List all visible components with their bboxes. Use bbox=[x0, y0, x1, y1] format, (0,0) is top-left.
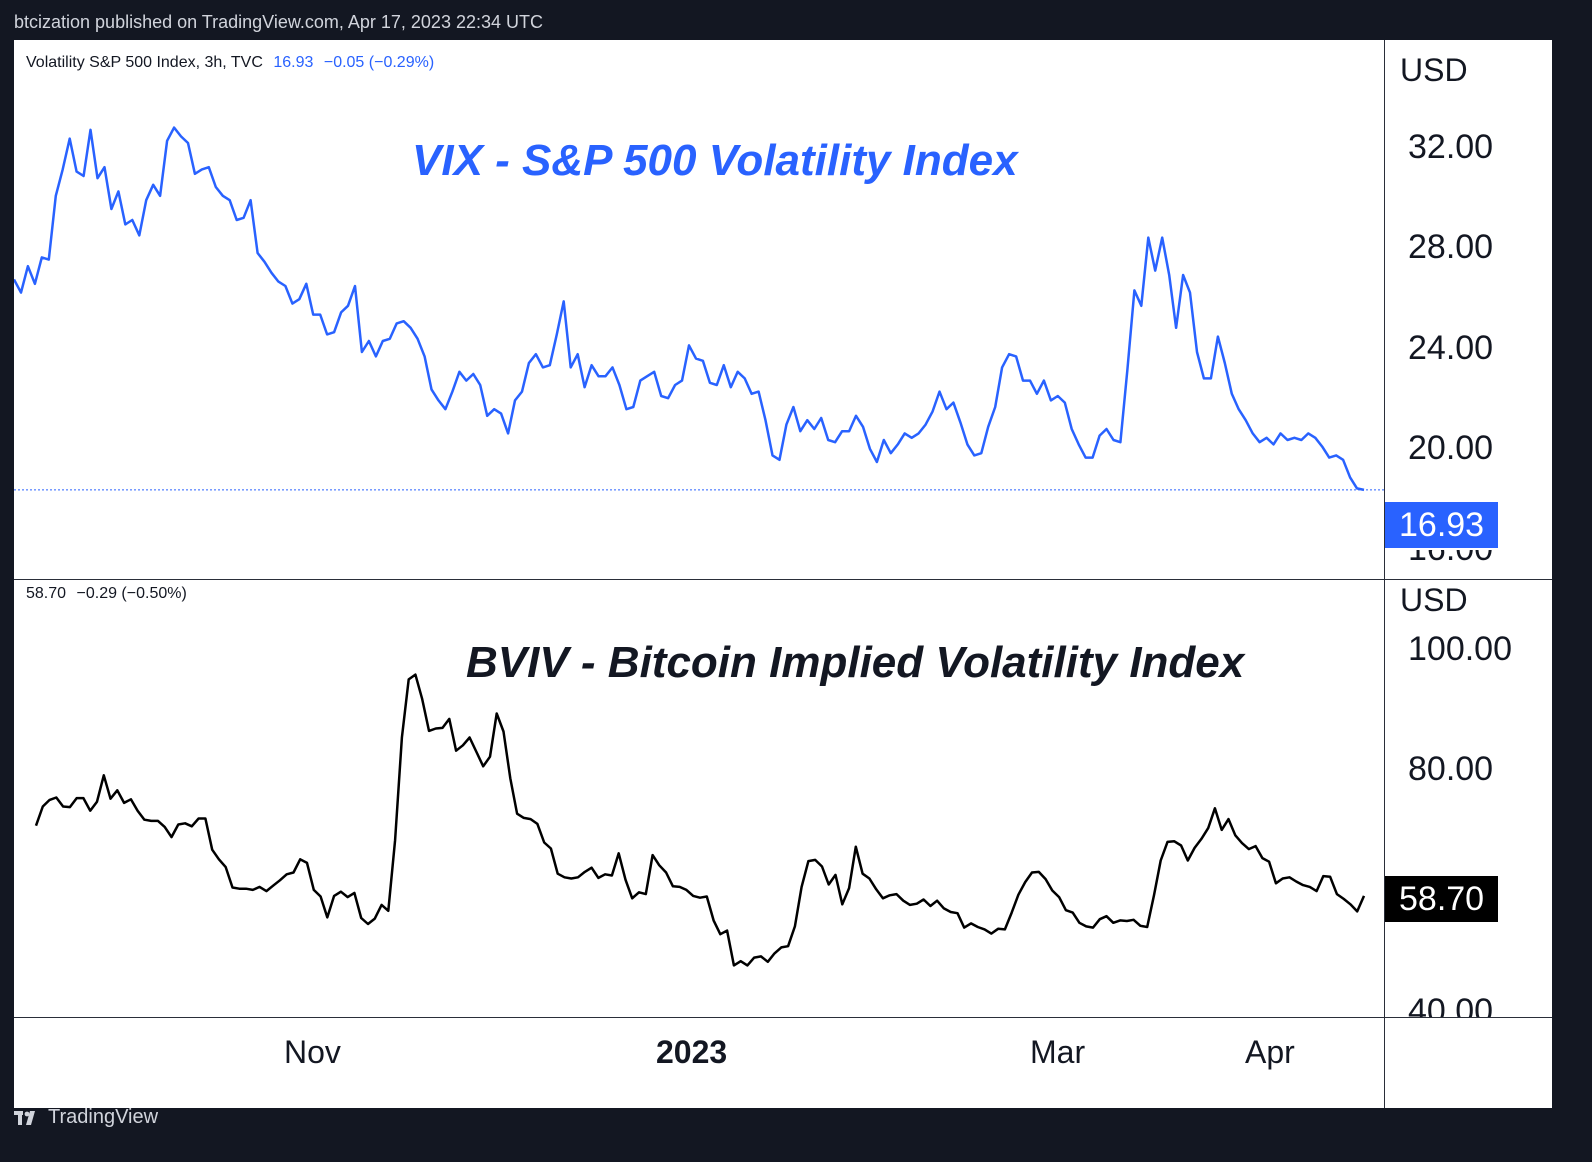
vix-overlay-title: VIX - S&P 500 Volatility Index bbox=[412, 136, 1018, 185]
vix-legend-name: Volatility S&P 500 Index, 3h, TVC bbox=[26, 54, 263, 71]
vix-y-label: 16.00 bbox=[1408, 550, 1493, 569]
bviv-price-badge: 58.70 bbox=[1385, 876, 1499, 922]
x-label: Nov bbox=[284, 1034, 341, 1070]
x-label: 2023 bbox=[656, 1034, 728, 1070]
bviv-series-line[interactable] bbox=[34, 673, 1366, 967]
vix-y-label: 20.00 bbox=[1408, 429, 1494, 467]
vix-currency: USD bbox=[1400, 52, 1468, 88]
vix-y-label: 24.00 bbox=[1408, 329, 1494, 367]
vix-y-label: 28.00 bbox=[1408, 228, 1494, 266]
bviv-currency: USD bbox=[1400, 582, 1468, 618]
x-label: Apr bbox=[1245, 1034, 1295, 1070]
bviv-y-label: 40.00 bbox=[1408, 992, 1494, 1017]
vix-y-label-clip: 16.00 bbox=[1385, 550, 1552, 579]
tradingview-brand: TradingView bbox=[48, 1106, 159, 1128]
price-axis-divider bbox=[1384, 40, 1385, 1108]
bviv-legend-change: −0.29 (−0.50%) bbox=[76, 585, 187, 602]
vix-price-badge: 16.93 bbox=[1385, 502, 1499, 548]
vix-legend[interactable]: Volatility S&P 500 Index, 3h, TVC 16.93 … bbox=[26, 54, 434, 72]
publish-caption: btcization published on TradingView.com,… bbox=[14, 12, 543, 32]
time-axis-divider bbox=[14, 1017, 1552, 1018]
chart-canvas[interactable] bbox=[14, 40, 1552, 1108]
bviv-overlay-title: BVIV - Bitcoin Implied Volatility Index bbox=[466, 638, 1245, 687]
tradingview-logo-icon bbox=[14, 1110, 35, 1125]
vix-legend-last: 16.93 bbox=[273, 54, 314, 71]
pane-divider[interactable] bbox=[14, 579, 1552, 580]
bviv-y-label: 80.00 bbox=[1408, 750, 1494, 788]
bviv-y-label-clip: 40.00 bbox=[1385, 990, 1552, 1017]
tradingview-footer[interactable]: TradingView bbox=[14, 1106, 158, 1129]
chart-frame[interactable]: Volatility S&P 500 Index, 3h, TVC 16.93 … bbox=[14, 40, 1552, 1108]
bviv-y-label: 100.00 bbox=[1408, 630, 1512, 668]
bviv-legend-last: 58.70 bbox=[26, 585, 67, 602]
vix-legend-change: −0.05 (−0.29%) bbox=[323, 54, 435, 71]
x-label: Mar bbox=[1030, 1034, 1086, 1070]
vix-y-label: 32.00 bbox=[1408, 128, 1494, 166]
vix-series-line[interactable] bbox=[14, 126, 1365, 492]
bviv-legend[interactable]: 58.70 −0.29 (−0.50%) bbox=[26, 585, 187, 603]
